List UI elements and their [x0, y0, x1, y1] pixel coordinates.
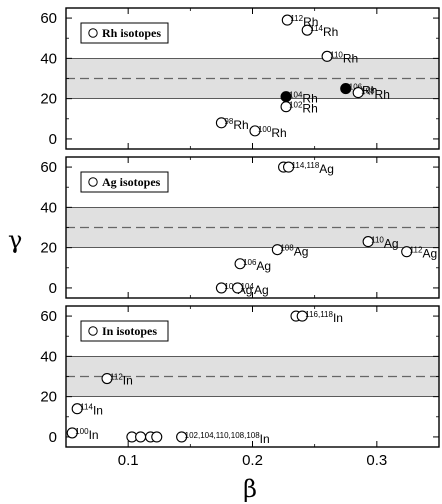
point-label: 114Rh [310, 24, 338, 39]
point-label: 102,104,110,108,108In [185, 431, 270, 446]
data-point [215, 117, 227, 129]
panel-frame [65, 156, 440, 299]
point-label: 100Rh [258, 125, 287, 140]
legend-marker [88, 326, 98, 336]
data-point [151, 431, 163, 443]
legend-label: In isotopes [102, 324, 157, 338]
data-point [71, 403, 83, 415]
legend-box [80, 171, 169, 193]
point-label: 116,118In [305, 310, 343, 325]
point-label: 102Rh [289, 101, 318, 116]
point-label: 110Rh [330, 50, 358, 65]
y-tick-label: 0 [49, 131, 57, 148]
data-point [249, 125, 261, 137]
x-tick-label: 0.2 [242, 452, 263, 469]
point-label: 100In [75, 427, 98, 442]
data-point [135, 431, 147, 443]
y-tick-label: 40 [40, 348, 57, 365]
data-point [271, 244, 283, 256]
x-axis-label: β [243, 475, 257, 503]
y-axis-label: γ [8, 226, 22, 254]
legend-marker [88, 177, 98, 187]
y-tick-label: 0 [49, 280, 57, 297]
point-label: 108Ag [280, 244, 308, 259]
data-point [280, 91, 292, 103]
y-tick-label: 40 [40, 199, 57, 216]
legend-box [80, 22, 169, 44]
x-tick-label: 0.1 [118, 452, 139, 469]
y-tick-label: 40 [40, 50, 57, 67]
data-point [301, 24, 313, 36]
panel-frame [65, 305, 440, 448]
data-point [283, 161, 295, 173]
y-tick-label: 60 [40, 159, 57, 176]
legend-marker [88, 28, 98, 38]
legend-label: Rh isotopes [102, 26, 161, 40]
point-label: 106Ag [243, 258, 271, 273]
y-tick-label: 60 [40, 308, 57, 325]
x-tick-label: 0.3 [366, 452, 387, 469]
data-point [352, 87, 364, 99]
data-point [232, 282, 244, 294]
data-point [321, 50, 333, 62]
data-point [296, 310, 308, 322]
data-point [101, 372, 113, 385]
y-tick-label: 20 [40, 91, 57, 108]
panel-frame [65, 7, 440, 150]
legend-label: Ag isotopes [102, 175, 161, 189]
point-label: 98Rh [224, 117, 248, 132]
data-point [401, 246, 413, 258]
y-tick-label: 20 [40, 240, 57, 257]
point-label: 110Ag [371, 236, 398, 251]
data-point [234, 258, 246, 270]
point-label: 104Ag [241, 282, 269, 297]
data-point [66, 427, 78, 439]
point-label: 114In [80, 403, 103, 418]
data-point [215, 282, 227, 294]
point-label: 112Ag [410, 246, 437, 261]
point-label: 114,118Ag [292, 161, 334, 176]
data-point [362, 236, 374, 248]
legend-box [80, 320, 169, 342]
point-label: 104Rh [289, 91, 318, 106]
y-tick-label: 0 [49, 429, 57, 446]
data-point [340, 83, 352, 95]
point-label: 108Rh [361, 87, 390, 102]
data-point [281, 14, 293, 26]
y-tick-label: 60 [40, 10, 57, 27]
point-label: 112In [110, 373, 133, 388]
point-label: 106Rh [349, 83, 378, 98]
y-tick-label: 20 [40, 389, 57, 406]
data-point [176, 431, 188, 443]
